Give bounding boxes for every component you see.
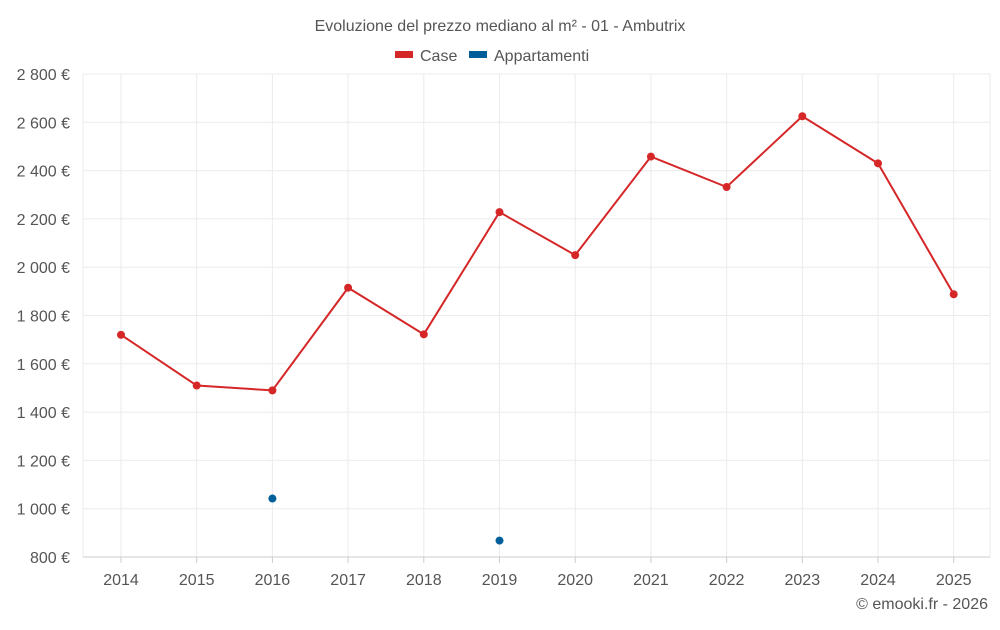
x-tick-label: 2022 <box>709 572 745 589</box>
legend: Case Appartamenti <box>395 48 589 65</box>
y-tick-label: 800 € <box>30 550 70 567</box>
data-point-case <box>344 283 353 292</box>
y-tick-label: 1 000 € <box>17 502 70 519</box>
y-tick-label: 1 800 € <box>17 309 70 326</box>
y-tick-label: 1 400 € <box>17 405 70 422</box>
x-tick-label: 2014 <box>103 572 139 589</box>
data-point-case <box>117 330 125 339</box>
x-tick-label: 2025 <box>936 572 972 589</box>
x-tick-label: 2016 <box>255 572 291 589</box>
legend-label-case: Case <box>420 48 457 65</box>
y-tick-label: 2 800 € <box>17 67 70 84</box>
data-point-case <box>495 208 504 217</box>
footer-credit: © emooki.fr - 2026 <box>856 596 988 613</box>
data-point-case <box>419 330 428 339</box>
data-point-appartamenti <box>268 494 277 503</box>
x-tick-label: 2017 <box>330 572 366 589</box>
x-tick-label: 2021 <box>633 572 669 589</box>
y-tick-label: 2 400 € <box>17 164 70 181</box>
data-point-case <box>646 152 655 161</box>
data-point-case <box>874 159 882 168</box>
y-axis: 800 € 1 000 € 1 200 € 1 400 € 1 600 € 1 800 €… <box>17 67 70 567</box>
data-point-case <box>722 183 731 192</box>
series-layer <box>117 112 958 545</box>
data-point-case <box>798 112 807 121</box>
series-appartamenti <box>268 494 504 545</box>
x-tick-label: 2023 <box>785 572 821 589</box>
data-point-case <box>268 386 277 395</box>
legend-label-appartamenti: Appartamenti <box>494 48 589 65</box>
series-case <box>117 112 958 395</box>
x-tick-label: 2015 <box>179 572 215 589</box>
data-point-case <box>949 290 958 299</box>
y-tick-label: 1 200 € <box>17 453 70 470</box>
gridlines <box>82 73 991 557</box>
legend-swatch-appartamenti <box>469 51 487 58</box>
y-tick-label: 1 600 € <box>17 357 70 374</box>
y-tick-label: 2 200 € <box>17 212 70 229</box>
x-axis: 2014 2015 2016 2017 2018 2019 2020 2021 2022 2023… <box>83 556 990 589</box>
legend-item-case[interactable]: Case <box>395 48 457 65</box>
x-tick-label: 2020 <box>557 572 593 589</box>
x-tick-label: 2024 <box>860 572 896 589</box>
series-line-case <box>120 115 955 392</box>
y-tick-label: 2 000 € <box>17 260 70 277</box>
data-point-case <box>571 251 580 260</box>
legend-swatch-case <box>395 51 413 58</box>
data-point-appartamenti <box>495 536 504 545</box>
legend-item-appartamenti[interactable]: Appartamenti <box>469 48 589 65</box>
x-tick-label: 2019 <box>482 572 518 589</box>
y-tick-label: 2 600 € <box>17 115 70 132</box>
chart-title: Evoluzione del prezzo mediano al m² - 01… <box>315 18 686 35</box>
data-point-case <box>192 381 201 390</box>
x-tick-label: 2018 <box>406 572 442 589</box>
